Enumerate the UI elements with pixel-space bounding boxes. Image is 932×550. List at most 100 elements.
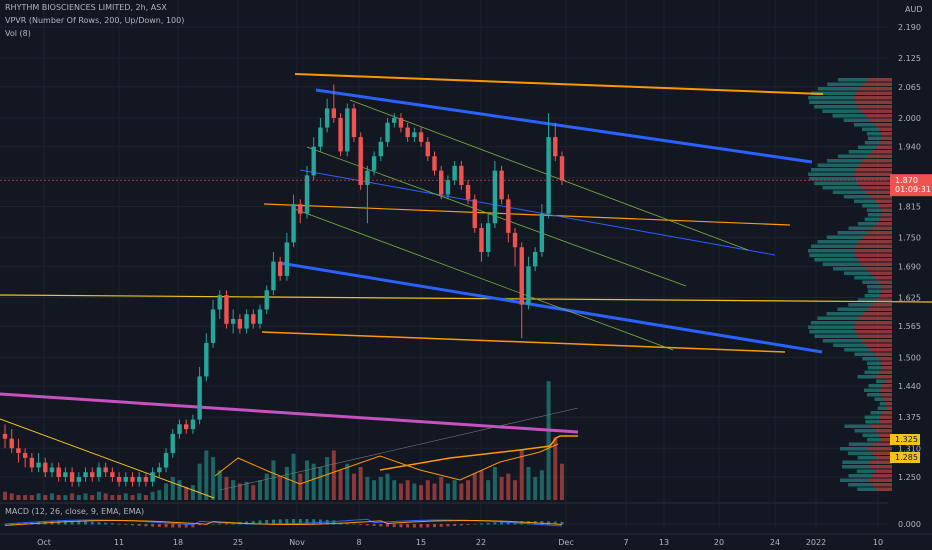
macd-histogram-bar — [285, 519, 289, 525]
profile-up-row — [808, 172, 855, 176]
candle-body — [526, 266, 531, 305]
time-tick-label: 18 — [173, 538, 183, 547]
time-tick-label: 8 — [356, 538, 361, 547]
price-tick-label: 1.500 — [898, 353, 921, 362]
candle-body — [459, 165, 464, 185]
macd-histogram-bar — [345, 523, 349, 525]
profile-up-row — [843, 195, 871, 199]
volume-bar — [211, 457, 216, 500]
macd-histogram-bar — [466, 524, 470, 525]
volume-bar — [486, 480, 491, 500]
profile-down-row — [868, 478, 892, 482]
time-axis[interactable]: Oct 11 18 25 Nov 8 15 22 Dec 7 13 20 24 2022 10 — [0, 533, 932, 547]
profile-up-row — [858, 145, 877, 149]
profile-up-row — [862, 357, 879, 361]
profile-down-row — [876, 145, 892, 149]
macd-histogram-bar — [365, 524, 369, 526]
profile-up-row — [817, 240, 859, 244]
macd-histogram-bar — [406, 524, 410, 528]
candle-body — [29, 457, 35, 468]
volume-bar — [291, 453, 296, 500]
trendline-drawings — [0, 73, 932, 499]
volume-bar — [170, 476, 175, 500]
profile-up-row — [848, 483, 873, 487]
macd-histogram-bar — [184, 524, 188, 528]
macd-histogram-bar — [124, 524, 128, 525]
macd-histogram-bar — [97, 522, 101, 525]
candle-body — [358, 137, 363, 185]
profile-up-row — [837, 154, 868, 158]
volume-bar — [70, 493, 75, 500]
candle-body — [271, 261, 276, 291]
profile-down-row — [855, 91, 892, 95]
profile-up-row — [857, 375, 877, 379]
candle-body — [485, 223, 491, 252]
macd-histogram-bar — [359, 524, 363, 525]
profile-down-row — [879, 294, 892, 298]
time-tick-label: 11 — [114, 538, 124, 547]
candle-body — [345, 108, 350, 152]
trendline — [0, 418, 215, 499]
profile-up-row — [848, 303, 873, 307]
macd-histogram-bar — [399, 524, 403, 528]
volume-bar — [244, 481, 249, 500]
macd-histogram-bar — [386, 524, 390, 527]
profile-down-row — [881, 213, 892, 217]
countdown-value: 01:09:31 — [895, 185, 931, 194]
candle-body — [539, 213, 545, 252]
volume-bar — [331, 450, 336, 500]
macd-histogram-bar — [177, 524, 181, 528]
volume-bar — [231, 480, 236, 500]
macd-histogram-bar — [278, 519, 282, 525]
macd-histogram-bar — [332, 520, 336, 525]
candle-body — [76, 477, 82, 482]
macd-legend[interactable]: MACD (12, 26, close, 9, EMA, EMA) — [5, 507, 145, 516]
profile-up-row — [817, 87, 859, 91]
volume-bar — [143, 495, 148, 500]
candle-body — [331, 108, 337, 118]
profile-down-row — [855, 168, 892, 172]
symbol-legend[interactable]: RHYTHM BIOSCIENCES LIMITED, 2h, ASX — [5, 3, 167, 12]
macd-histogram-bar — [131, 524, 135, 526]
candle-body — [56, 467, 61, 477]
profile-down-row — [854, 100, 892, 104]
profile-up-row — [814, 181, 858, 185]
volume-bar — [553, 437, 558, 500]
profile-down-row — [869, 460, 892, 464]
profile-up-row — [844, 271, 871, 275]
profile-up-row — [867, 213, 882, 217]
profile-down-row — [876, 456, 892, 460]
candle-body — [398, 117, 404, 128]
volume-bar — [56, 495, 61, 500]
candle-body — [103, 467, 108, 473]
macd-signal-line — [4, 520, 563, 526]
volume-bar — [533, 476, 538, 500]
macd-histogram-bar — [292, 519, 296, 525]
candle-body — [351, 108, 357, 138]
profile-up-row — [864, 217, 880, 221]
profile-down-row — [879, 141, 892, 145]
vpvr-legend[interactable]: VPVR (Number Of Rows, 200, Up/Down, 100) — [5, 16, 185, 25]
volume-bar — [29, 495, 34, 500]
candle-body — [110, 472, 115, 477]
profile-up-row — [865, 420, 881, 424]
macd-histogram-bar — [439, 524, 443, 527]
trendline — [299, 169, 776, 256]
macd-histogram-bar — [198, 524, 202, 526]
candle-body — [425, 141, 430, 157]
volume-bar — [264, 473, 269, 500]
profile-down-row — [875, 352, 892, 356]
macd-histogram-bar — [258, 520, 262, 525]
volume-bar — [439, 476, 444, 500]
volume-bar — [492, 467, 497, 500]
profile-down-row — [872, 474, 892, 478]
volume-bar — [83, 493, 88, 500]
macd-histogram-bar — [412, 524, 416, 528]
volume-legend[interactable]: Vol (8) — [5, 29, 31, 38]
macd-zero-label: 0.000 — [898, 520, 921, 529]
volume-bar — [546, 381, 551, 500]
macd-histogram-bar — [459, 524, 463, 526]
volume-bar — [237, 483, 242, 500]
